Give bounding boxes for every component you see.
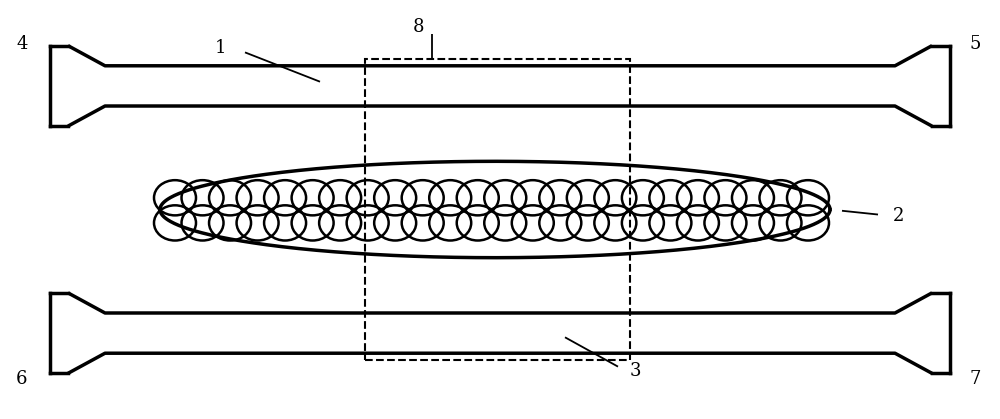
Text: 7: 7: [969, 370, 981, 388]
Text: 6: 6: [16, 370, 28, 388]
Text: 5: 5: [969, 35, 981, 53]
Text: 8: 8: [412, 18, 424, 36]
Text: 2: 2: [892, 207, 904, 225]
Bar: [365, 59, 630, 360]
Text: 3: 3: [629, 362, 641, 380]
Text: 1: 1: [214, 39, 226, 57]
Text: 4: 4: [16, 35, 28, 53]
